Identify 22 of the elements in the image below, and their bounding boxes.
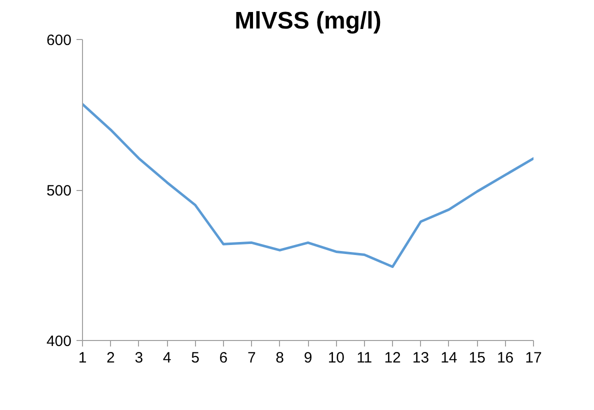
x-tick-label: 3 (134, 350, 144, 366)
x-tick-label: 8 (276, 350, 284, 366)
x-tick-label: 13 (412, 350, 430, 366)
chart-title: MlVSS (mg/l) (234, 8, 382, 34)
x-tick-label: 11 (356, 350, 372, 366)
y-tick-label: 400 (46, 333, 72, 350)
x-tick-label: 10 (328, 350, 345, 366)
x-tick-label: 14 (440, 350, 458, 366)
x-tick-label: 15 (468, 350, 486, 366)
x-tick-label: 2 (106, 350, 115, 366)
x-tick-label: 1 (78, 350, 87, 366)
x-tick-label: 6 (219, 350, 228, 366)
x-tick-label: 12 (384, 350, 401, 366)
x-tick-label: 17 (525, 350, 542, 366)
x-tick-label: 16 (496, 350, 514, 366)
x-tick-label: 9 (304, 350, 312, 366)
y-tick-label: 600 (46, 32, 72, 49)
x-tick-label: 4 (162, 350, 172, 366)
y-tick-label: 500 (46, 182, 72, 200)
line-series (82, 102, 534, 268)
x-tick-label: 5 (191, 350, 200, 366)
x-tick-label: 7 (247, 350, 256, 366)
